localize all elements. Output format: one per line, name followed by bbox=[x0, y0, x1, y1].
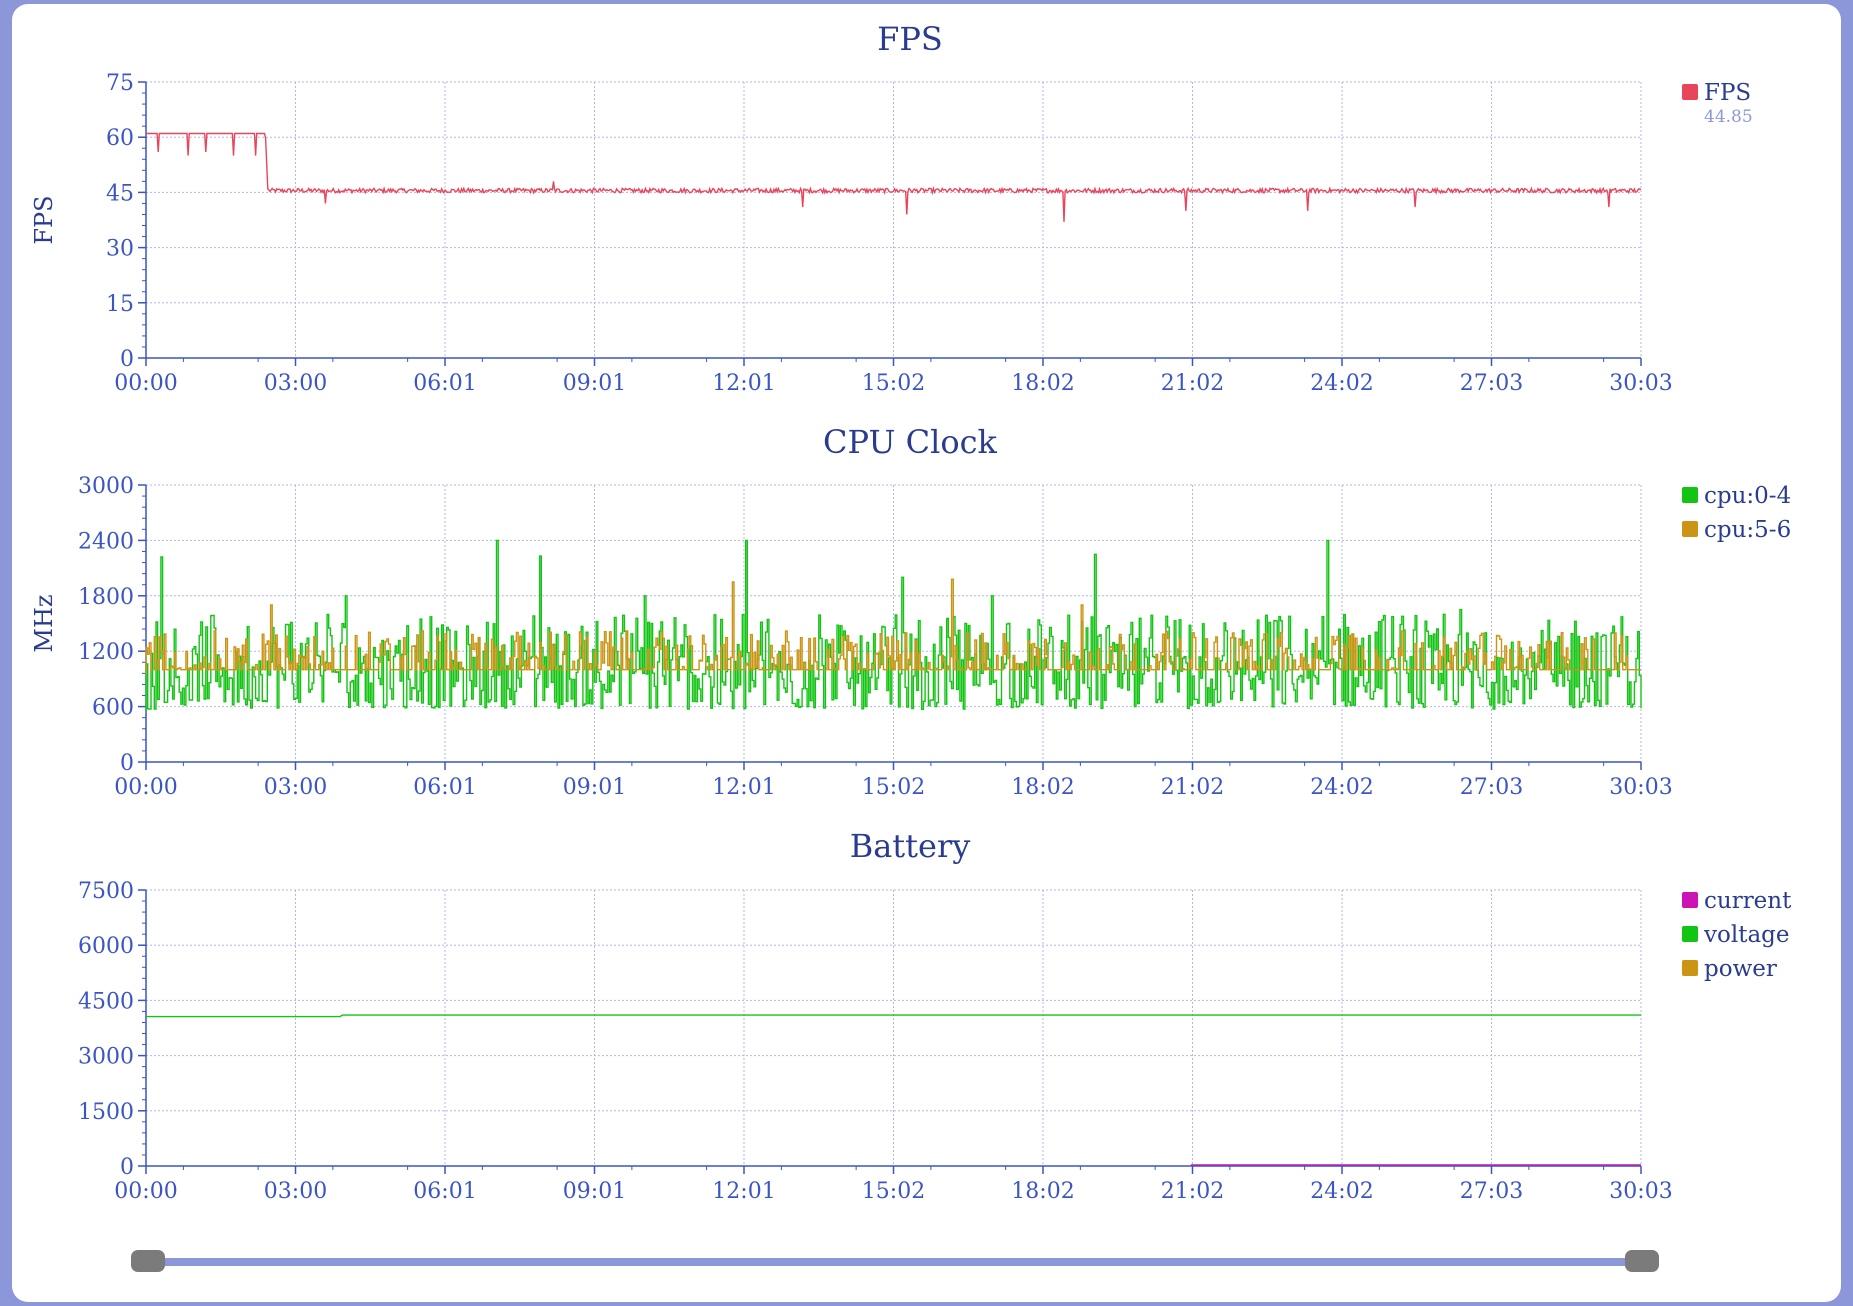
y-tick-label: 0 bbox=[120, 347, 134, 372]
y-tick-label: 15 bbox=[106, 292, 134, 317]
x-tick-label: 03:00 bbox=[264, 775, 327, 800]
y-tick-label: 45 bbox=[106, 181, 134, 206]
y-tick-label: 60 bbox=[106, 126, 134, 151]
x-tick-label: 18:02 bbox=[1011, 371, 1074, 396]
x-tick-label: 15:02 bbox=[862, 371, 925, 396]
y-tick-label: 3000 bbox=[78, 474, 134, 499]
x-tick-label: 12:01 bbox=[712, 1179, 775, 1204]
x-tick-label: 15:02 bbox=[862, 775, 925, 800]
series-line-fps bbox=[146, 132, 1642, 222]
y-tick-label: 6000 bbox=[78, 934, 134, 959]
x-tick-label: 18:02 bbox=[1011, 775, 1074, 800]
x-tick-label: 09:01 bbox=[563, 371, 626, 396]
chart-title: CPU Clock bbox=[823, 423, 998, 461]
slider-handle-end[interactable] bbox=[1625, 1250, 1659, 1272]
chart-1: CPU Clock MHz 0 600 1200 1800 2400 3000 00:00 03:… bbox=[30, 423, 1791, 800]
legend-swatch[interactable] bbox=[1682, 521, 1698, 537]
legend-label[interactable]: power bbox=[1704, 956, 1777, 982]
y-tick-label: 0 bbox=[120, 1155, 134, 1180]
y-tick-label: 2400 bbox=[78, 529, 134, 554]
x-tick-label: 27:03 bbox=[1460, 371, 1523, 396]
legend-swatch[interactable] bbox=[1682, 960, 1698, 976]
y-tick-label: 4500 bbox=[78, 989, 134, 1014]
y-axis-label: FPS bbox=[30, 195, 58, 244]
time-range-slider[interactable] bbox=[131, 1250, 1659, 1274]
series-line-voltage bbox=[146, 1014, 1641, 1018]
legend-swatch[interactable] bbox=[1682, 487, 1698, 503]
y-tick-label: 1500 bbox=[78, 1100, 134, 1125]
slider-track[interactable] bbox=[147, 1258, 1643, 1266]
x-tick-label: 12:01 bbox=[712, 371, 775, 396]
y-tick-label: 75 bbox=[106, 71, 134, 96]
series-line-cpu-5-6 bbox=[145, 578, 1641, 675]
x-tick-label: 21:02 bbox=[1161, 371, 1224, 396]
x-tick-label: 03:00 bbox=[264, 1179, 327, 1204]
y-tick-label: 1200 bbox=[78, 640, 134, 665]
x-tick-label: 24:02 bbox=[1310, 371, 1373, 396]
chart-0: FPS FPS 0 15 30 45 60 75 00:00 03:00 06:01 09:01 12:… bbox=[30, 20, 1753, 396]
chart-2: Battery 0 1500 3000 4500 6000 7500 00:00 03:00 06… bbox=[78, 827, 1792, 1204]
y-tick-label: 600 bbox=[92, 696, 134, 721]
x-tick-label: 27:03 bbox=[1460, 775, 1523, 800]
x-tick-label: 00:00 bbox=[114, 1179, 177, 1204]
x-tick-label: 00:00 bbox=[114, 371, 177, 396]
x-tick-label: 06:01 bbox=[413, 371, 476, 396]
x-tick-label: 06:01 bbox=[413, 1179, 476, 1204]
chart-title: FPS bbox=[877, 20, 943, 58]
x-tick-label: 18:02 bbox=[1011, 1179, 1074, 1204]
legend-value: 44.85 bbox=[1704, 107, 1753, 127]
y-tick-label: 7500 bbox=[78, 879, 134, 904]
x-tick-label: 30:03 bbox=[1609, 1179, 1672, 1204]
x-tick-label: 27:03 bbox=[1460, 1179, 1523, 1204]
series-line-cpu-0-4 bbox=[145, 539, 1642, 712]
x-tick-label: 30:03 bbox=[1609, 371, 1672, 396]
x-tick-label: 30:03 bbox=[1609, 775, 1672, 800]
x-tick-label: 21:02 bbox=[1161, 1179, 1224, 1204]
legend-label[interactable]: current bbox=[1704, 888, 1792, 914]
legend-label[interactable]: FPS bbox=[1704, 80, 1751, 106]
x-tick-label: 06:01 bbox=[413, 775, 476, 800]
slider-handle-start[interactable] bbox=[131, 1250, 165, 1272]
legend-label[interactable]: cpu:0-4 bbox=[1704, 483, 1791, 509]
x-tick-label: 15:02 bbox=[862, 1179, 925, 1204]
chart-title: Battery bbox=[850, 827, 971, 865]
y-tick-label: 30 bbox=[106, 237, 134, 262]
x-tick-label: 12:01 bbox=[712, 775, 775, 800]
legend-label[interactable]: voltage bbox=[1703, 922, 1790, 948]
y-tick-label: 3000 bbox=[78, 1045, 134, 1070]
legend-swatch[interactable] bbox=[1682, 892, 1698, 908]
x-tick-label: 09:01 bbox=[563, 775, 626, 800]
legend-swatch[interactable] bbox=[1682, 926, 1698, 942]
x-tick-label: 21:02 bbox=[1161, 775, 1224, 800]
x-tick-label: 09:01 bbox=[563, 1179, 626, 1204]
y-tick-label: 0 bbox=[120, 751, 134, 776]
x-tick-label: 00:00 bbox=[114, 775, 177, 800]
y-tick-label: 1800 bbox=[78, 585, 134, 610]
x-tick-label: 03:00 bbox=[264, 371, 327, 396]
x-tick-label: 24:02 bbox=[1310, 775, 1373, 800]
legend-label[interactable]: cpu:5-6 bbox=[1704, 517, 1791, 543]
y-axis-label: MHz bbox=[30, 594, 58, 652]
x-tick-label: 24:02 bbox=[1310, 1179, 1373, 1204]
legend-swatch[interactable] bbox=[1682, 84, 1698, 100]
